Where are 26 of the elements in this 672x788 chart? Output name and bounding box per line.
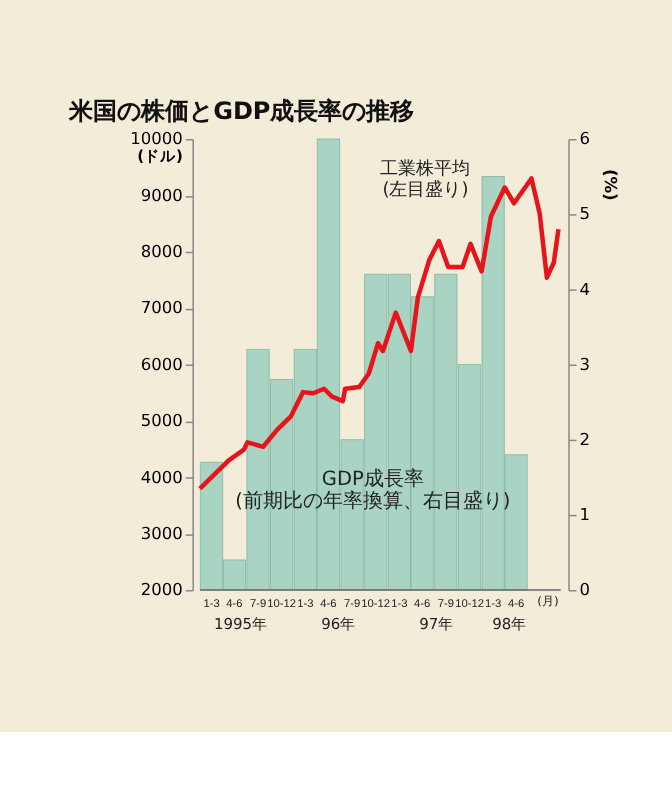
y2-tick-label: 3 [579,353,591,374]
y2-axis-title: (%) [601,169,622,202]
y-tick-label: 10000 [130,128,183,149]
y-tick-label: 9000 [140,184,183,205]
y2-tick-label: 1 [579,504,591,525]
y-tick-label: 8000 [140,241,183,262]
y2-tick-label: 5 [579,203,591,224]
text: 96年 [321,615,357,634]
line-series [197,176,561,491]
y-tick-label: 5000 [140,410,183,431]
y2-tick-label: 0 [579,579,591,600]
text: 1995年 [213,615,269,634]
annotation: 工業株平均 (左目盛り) [380,157,471,201]
y2-tick-label: 2 [579,428,591,449]
y-tick-label: 6000 [140,353,183,374]
y2-tick-label: 6 [579,128,591,149]
y2-tick-label: 4 [579,278,591,299]
y-axis-title: (ドル) [137,146,183,165]
chart-title: 米国の株価とGDP成長率の推移 [67,97,415,126]
text: 97年 [419,615,455,634]
y-tick-label: 4000 [140,466,183,487]
text: 98年 [492,615,528,634]
y-tick-label: 2000 [140,579,183,600]
y-tick-label: 3000 [140,522,183,543]
annotation: GDP成長率 (前期比の年率換算、右目盛り) [235,466,511,514]
y-tick-label: 7000 [140,297,183,318]
